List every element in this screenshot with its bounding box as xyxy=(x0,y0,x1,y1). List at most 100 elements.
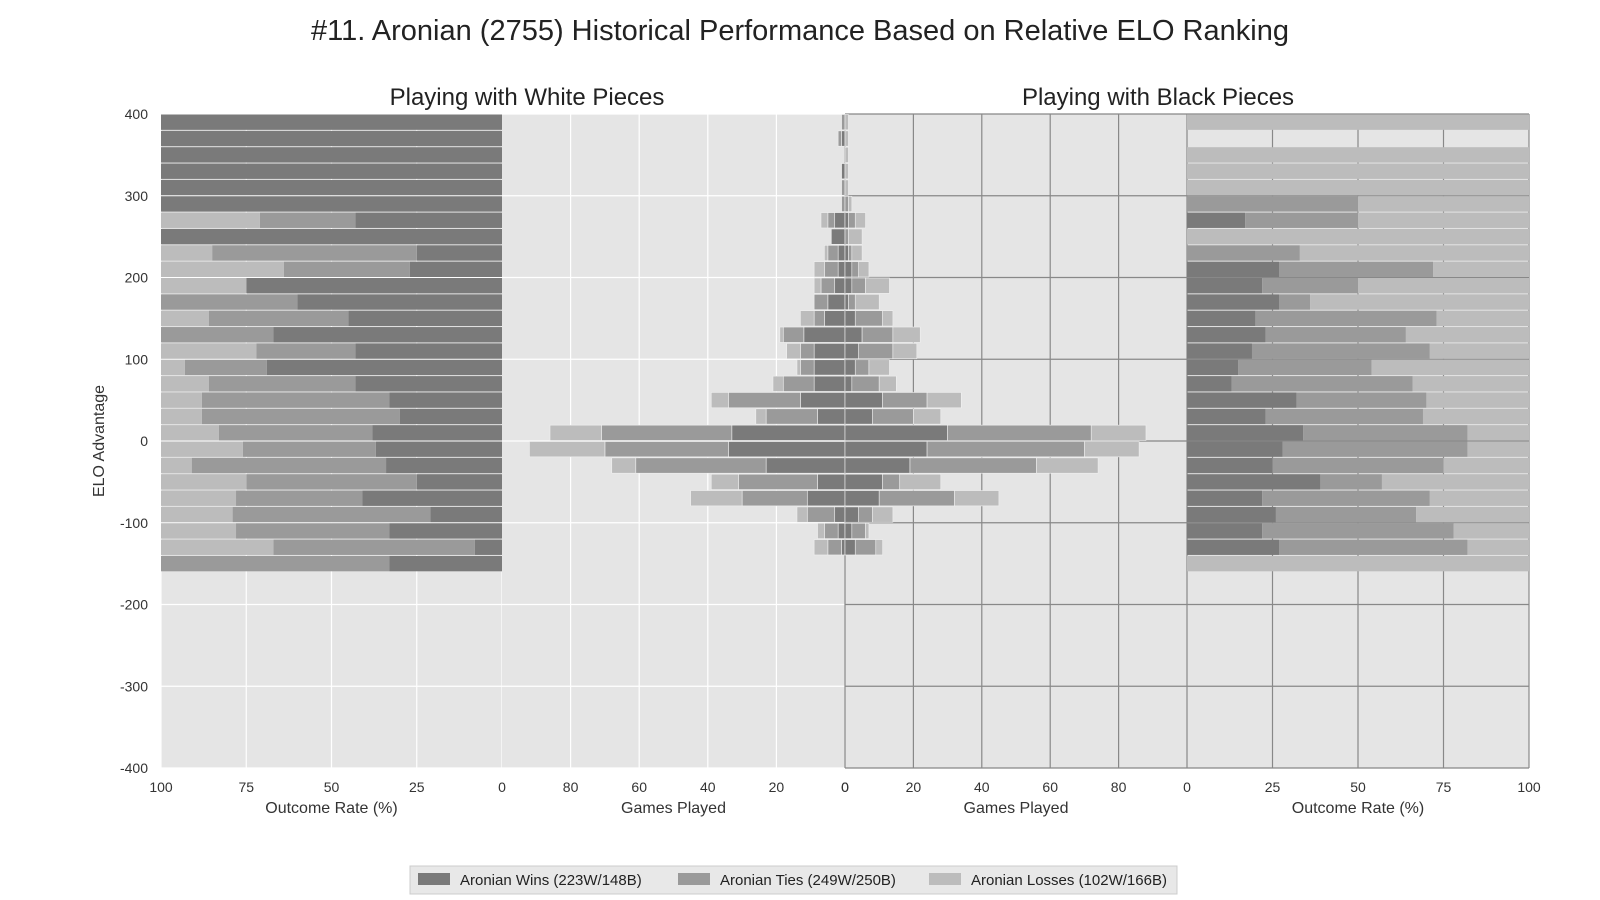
black-losses-pct-bar xyxy=(1433,261,1529,277)
white-wins-pct-bar xyxy=(161,228,502,245)
x-tick-label: 0 xyxy=(841,779,849,795)
white-losses-count-bar xyxy=(779,326,784,343)
y-tick-label: -400 xyxy=(120,760,148,776)
black-wins-pct-bar xyxy=(1187,343,1252,359)
black-losses-count-bar xyxy=(851,245,863,261)
black-wins-count-bar xyxy=(844,408,873,425)
black-losses-count-bar xyxy=(892,326,921,343)
black-losses-count-bar xyxy=(854,294,880,311)
white-ties-count-bar xyxy=(837,130,842,147)
white-wins-pct-bar xyxy=(161,114,502,130)
white-losses-count-bar xyxy=(755,408,767,425)
black-losses-count-bar xyxy=(1090,424,1147,441)
white-wins-count-bar xyxy=(731,424,846,441)
white-ties-count-bar xyxy=(765,408,818,425)
white-losses-count-bar xyxy=(796,506,808,523)
white-losses-count-bar xyxy=(813,261,825,278)
white-ties-count-bar xyxy=(738,473,818,490)
black-wins-pct-bar xyxy=(1187,327,1266,343)
x-tick-label: 60 xyxy=(631,779,647,795)
white-wins-pct-bar xyxy=(389,523,502,539)
white-ties-count-bar xyxy=(782,326,805,343)
white-losses-count-bar xyxy=(772,375,784,392)
black-wins-count-bar xyxy=(844,359,856,376)
white-wins-pct-bar xyxy=(416,474,502,490)
x-tick-label: 25 xyxy=(1265,779,1281,795)
white-losses-pct-bar xyxy=(161,506,233,523)
black-ties-pct-bar xyxy=(1282,441,1468,457)
white-losses-pct-bar xyxy=(161,310,209,327)
white-wins-pct-bar xyxy=(161,147,502,163)
black-losses-count-bar xyxy=(878,375,897,392)
black-wins-count-bar xyxy=(844,245,849,261)
black-losses-count-bar xyxy=(848,228,863,245)
black-wins-count-bar xyxy=(844,294,849,311)
white-ties-pct-bar xyxy=(212,245,417,261)
white-losses-count-bar xyxy=(817,522,825,539)
black-losses-pct-bar xyxy=(1358,278,1529,294)
black-losses-pct-bar xyxy=(1187,555,1529,572)
y-tick-label: 200 xyxy=(125,270,149,286)
black-ties-count-bar xyxy=(848,294,856,311)
black-losses-pct-bar xyxy=(1453,523,1529,539)
subplot-title-black: Playing with Black Pieces xyxy=(1022,84,1294,111)
y-tick-label: 100 xyxy=(125,351,149,367)
black-wins-count-bar xyxy=(844,212,849,229)
legend-swatch-losses xyxy=(929,873,961,885)
white-wins-pct-bar xyxy=(297,294,502,310)
black-losses-pct-bar xyxy=(1467,441,1529,457)
white-wins-count-bar xyxy=(837,245,846,261)
white-wins-count-bar xyxy=(803,326,846,343)
black-losses-count-bar xyxy=(882,310,894,327)
white-wins-count-bar xyxy=(830,228,846,245)
black-losses-pct-bar xyxy=(1371,359,1529,376)
black-wins-pct-bar xyxy=(1187,359,1239,376)
white-ties-pct-bar xyxy=(191,457,387,474)
legend-label-wins: Aronian Wins (223W/148B) xyxy=(460,872,642,889)
white-losses-count-bar xyxy=(710,392,729,409)
white-wins-count-bar xyxy=(834,277,846,294)
black-ties-count-bar xyxy=(947,424,1092,441)
white-losses-pct-bar xyxy=(161,359,185,376)
x-tick-label: 80 xyxy=(1111,779,1127,795)
x-axis-label: Games Played xyxy=(621,800,726,817)
black-losses-pct-bar xyxy=(1416,506,1529,523)
black-wins-count-bar xyxy=(844,424,948,441)
white-ties-count-bar xyxy=(800,343,815,360)
black-losses-pct-bar xyxy=(1429,490,1529,506)
white-ties-count-bar xyxy=(806,506,836,523)
white-wins-pct-bar xyxy=(372,425,502,441)
black-losses-count-bar xyxy=(844,114,849,131)
white-ties-pct-bar xyxy=(256,343,356,359)
white-wins-pct-bar xyxy=(161,130,502,147)
white-losses-count-bar xyxy=(813,277,822,294)
white-losses-count-bar xyxy=(813,539,829,556)
black-losses-pct-bar xyxy=(1310,294,1529,310)
white-ties-pct-bar xyxy=(208,376,356,392)
white-losses-pct-bar xyxy=(161,245,213,261)
y-tick-label: 300 xyxy=(125,188,149,204)
white-ties-pct-bar xyxy=(242,441,376,457)
white-losses-pct-bar xyxy=(161,408,202,425)
black-ties-count-bar xyxy=(848,212,856,229)
white-wins-count-bar xyxy=(841,130,846,147)
white-wins-pct-bar xyxy=(389,392,502,408)
white-wins-count-bar xyxy=(841,163,846,180)
chart-title: #11. Aronian (2755) Historical Performan… xyxy=(311,15,1289,47)
white-wins-count-bar xyxy=(813,343,846,360)
white-losses-count-bar xyxy=(820,212,829,229)
x-tick-label: 100 xyxy=(149,779,173,795)
white-ties-pct-bar xyxy=(201,408,400,425)
white-ties-count-bar xyxy=(820,277,836,294)
white-losses-pct-bar xyxy=(161,425,219,441)
white-losses-pct-bar xyxy=(161,523,237,539)
white-wins-pct-bar xyxy=(430,506,502,523)
white-ties-pct-bar xyxy=(218,425,373,441)
white-ties-pct-bar xyxy=(246,474,417,490)
white-ties-pct-bar xyxy=(259,212,356,228)
black-ties-count-bar xyxy=(851,522,866,539)
black-ties-pct-bar xyxy=(1296,392,1427,408)
black-losses-pct-bar xyxy=(1467,425,1529,441)
white-wins-count-bar xyxy=(765,457,846,474)
black-losses-pct-bar xyxy=(1467,539,1529,555)
